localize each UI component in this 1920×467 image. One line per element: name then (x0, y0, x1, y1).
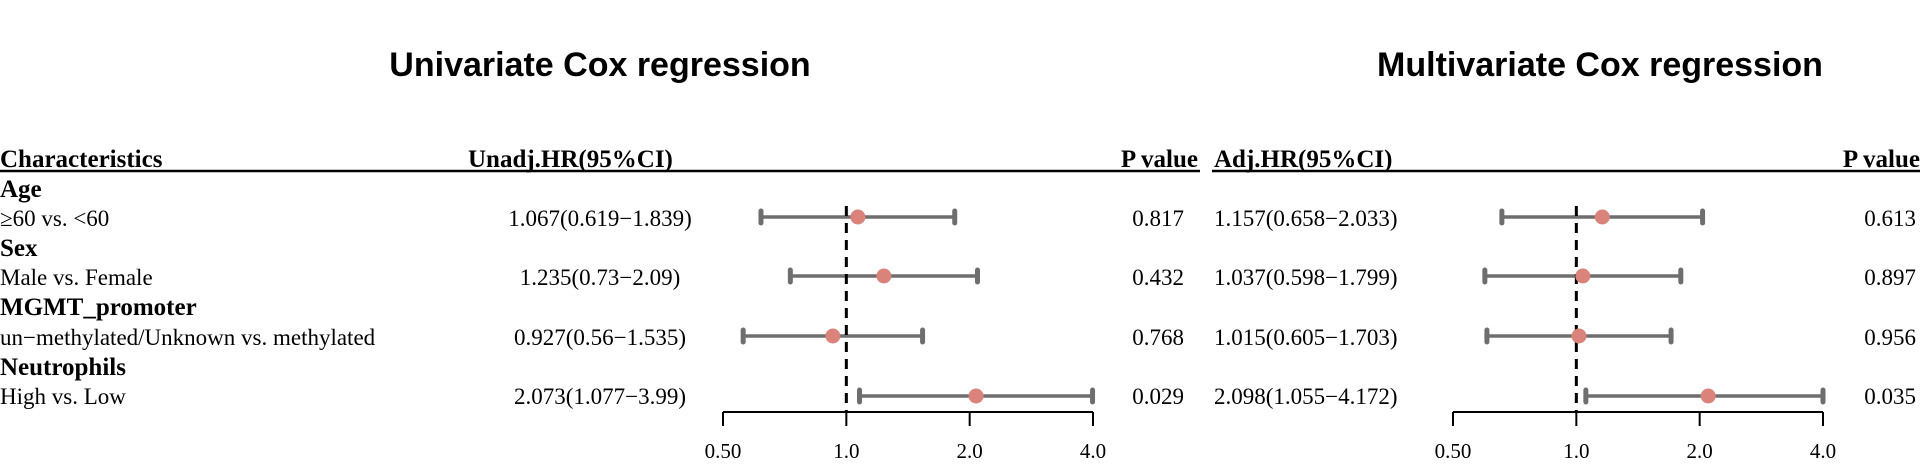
row-label-sex: Male vs. Female (0, 265, 153, 290)
univariate-p-age: 0.817 (1132, 206, 1184, 231)
header-p-value-multivariate: P value (1843, 146, 1920, 173)
header-characteristics: Characteristics (0, 146, 163, 173)
multivariate-forest-plot: 0.50 1.0 2.0 4.0 (1435, 206, 1836, 463)
univariate-p-neutrophils: 0.029 (1132, 384, 1184, 409)
univariate-title: Univariate Cox regression (389, 46, 810, 84)
group-label-sex: Sex (0, 235, 38, 262)
adj-hr-mgmt: 1.015(0.605−1.703) (1214, 325, 1398, 350)
hr-point (1571, 328, 1587, 344)
univariate-p-mgmt: 0.768 (1132, 325, 1184, 350)
univariate-p-sex: 0.432 (1132, 265, 1184, 290)
unadj-hr-sex: 1.235(0.73−2.09) (520, 265, 681, 290)
unadj-hr-age: 1.067(0.619−1.839) (508, 206, 692, 231)
adj-hr-sex: 1.037(0.598−1.799) (1214, 265, 1398, 290)
multivariate-title: Multivariate Cox regression (1377, 46, 1823, 84)
adj-hr-neutrophils: 2.098(1.055−4.172) (1214, 384, 1398, 409)
adj-hr-age: 1.157(0.658−2.033) (1214, 206, 1398, 231)
multivariate-p-neutrophils: 0.035 (1864, 384, 1916, 409)
x-tick-label: 2.0 (1687, 439, 1713, 463)
multivariate-p-age: 0.613 (1864, 206, 1916, 231)
row-label-neutrophils: High vs. Low (0, 384, 126, 409)
x-tick-label: 4.0 (1810, 439, 1836, 463)
unadj-hr-mgmt: 0.927(0.56−1.535) (514, 325, 686, 350)
hr-point (876, 268, 892, 284)
multivariate-p-mgmt: 0.956 (1864, 325, 1916, 350)
hr-point (1594, 209, 1610, 225)
group-label-mgmt-promoter: MGMT_promoter (0, 294, 197, 321)
unadj-hr-neutrophils: 2.073(1.077−3.99) (514, 384, 686, 409)
x-tick-label: 0.50 (705, 439, 742, 463)
hr-point (1700, 388, 1716, 404)
hr-point (1575, 268, 1591, 284)
x-tick-label: 1.0 (833, 439, 859, 463)
x-tick-label: 4.0 (1080, 439, 1106, 463)
univariate-forest-plot: 0.50 1.0 2.0 4.0 (705, 206, 1106, 463)
x-tick-label: 0.50 (1435, 439, 1472, 463)
group-label-age: Age (0, 176, 42, 203)
x-tick-label: 1.0 (1563, 439, 1589, 463)
multivariate-p-sex: 0.897 (1864, 265, 1916, 290)
header-adj-hr: Adj.HR(95%CI) (1214, 146, 1392, 173)
hr-point (968, 388, 984, 404)
row-label-age: ≥60 vs. <60 (0, 206, 109, 231)
group-label-neutrophils: Neutrophils (0, 354, 126, 381)
header-unadj-hr: Unadj.HR(95%CI) (468, 146, 673, 173)
header-p-value-univariate: P value (1121, 146, 1198, 173)
x-tick-label: 2.0 (957, 439, 983, 463)
hr-point (825, 328, 841, 344)
hr-point (850, 209, 866, 225)
row-label-mgmt: un−methylated/Unknown vs. methylated (0, 325, 376, 350)
